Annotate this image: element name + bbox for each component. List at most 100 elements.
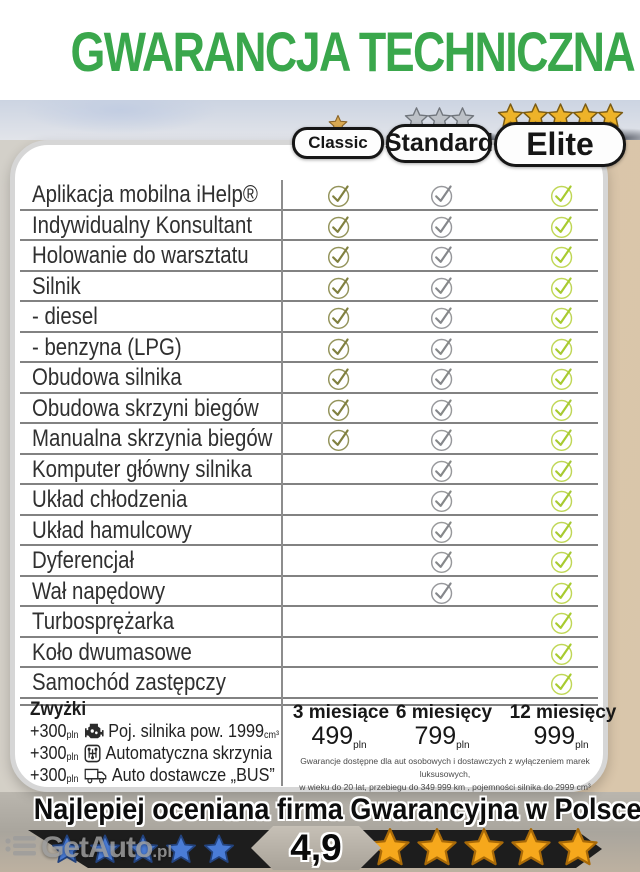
check-icon [430,459,453,482]
check-icon [430,276,453,299]
check-icon [550,185,573,208]
check-icon [550,398,573,421]
star-icon [464,828,504,866]
check-icon [430,581,453,604]
check-icon [327,307,350,330]
check-icon [430,490,453,513]
table-row: Układ hamulcowy [20,516,598,546]
check-icon [550,459,573,482]
check-icon [550,642,573,665]
surcharges-list: +300 pln Poj. silnika pow. 1999 cm³ +300 pln… [30,720,280,786]
feature-label: Samochód zastępczy [32,669,226,696]
surcharges-section: Zwyżki +300 pln Poj. silnika pow. 1999 cm³ … [30,699,280,786]
check-icon [430,185,453,208]
check-icon [550,673,573,696]
price-duration: 3 miesiące [292,702,390,723]
rating-stars-orange [369,826,604,868]
price-amount: 499pln [311,722,367,751]
star-icon [52,834,82,863]
plan-header-elite: Elite [494,102,626,167]
check-icon [430,215,453,238]
table-row: Obudowa silnika [20,363,598,394]
table-row: Turbosprężarka [20,607,598,638]
surcharge-unit: pln [66,751,79,763]
check-icon [430,398,453,421]
check-icon [327,185,350,208]
table-row: Holowanie do warsztatu [20,241,598,272]
price-column: 12 miesięcy 999pln [510,702,617,755]
check-icon [430,520,453,543]
surcharge-suffix: cm³ [264,729,280,741]
feature-label: Dyferencjał [32,547,135,574]
plan-pill-standard: Standard [385,124,493,163]
surcharge-amount: +300 [30,742,67,763]
feature-label: Holowanie do warsztatu [32,242,249,269]
feature-label: Aplikacja mobilna iHelp® [32,181,258,208]
check-icon [430,551,453,574]
surcharge-item: +300 pln Auto dostawcze „BUS” [30,764,275,786]
star-icon [128,834,158,863]
comparison-card [10,140,608,792]
feature-label: Układ chłodzenia [32,486,188,513]
plan-label: Elite [526,126,594,162]
table-row: Komputer główny silnika [20,455,598,485]
feature-label: Obudowa silnika [32,364,182,391]
check-icon [550,368,573,391]
star-icon [417,828,457,866]
check-icon [550,490,573,513]
feature-label: Manualna skrzynia biegów [32,425,273,452]
table-row: Silnik [20,272,598,302]
check-icon [327,368,350,391]
surcharge-item: +300 pln Automatyczna skrzynia [30,742,272,764]
check-icon [550,337,573,360]
star-icon [370,828,410,866]
feature-label: Turbosprężarka [32,608,175,635]
check-icon [550,307,573,330]
rating-badge: 4,9 [251,826,381,870]
check-icon [430,307,453,330]
plan-pill-classic: Classic [292,127,384,159]
watermark-text: GetAuto [41,831,153,864]
watermark: GetAuto .pl [4,831,172,865]
surcharge-label: Auto dostawcze „BUS” [111,764,275,785]
table-row: Indywidualny Konsultant [20,211,598,241]
rating-stars-blue [51,833,241,865]
plan-label: Classic [308,133,368,152]
page-title: GWARANCJA TECHNICZNA [70,20,635,83]
check-icon [327,337,350,360]
check-icon [430,246,453,269]
surcharge-amount: +300 [30,720,67,741]
feature-label: Układ hamulcowy [32,516,192,544]
surcharge-label: Automatyczna skrzynia [105,742,273,763]
feature-label: - benzyna (LPG) [32,333,182,361]
price-column: 6 miesięcy 799pln [396,702,492,755]
surcharge-amount: +300 [30,764,67,785]
table-row: Samochód zastępczy [20,668,598,699]
table-row: Manualna skrzynia biegów [20,424,598,455]
standard-stars [386,106,492,131]
check-icon [550,246,573,269]
rating-value: 4,9 [290,827,342,868]
check-icon [550,581,573,604]
check-icon [550,215,573,238]
check-icon [327,398,350,421]
watermark-suffix: .pl [152,842,173,861]
feature-table: Aplikacja mobilna iHelp® Indywidualny Ko… [20,180,598,699]
check-icon [327,215,350,238]
table-row: - diesel [20,302,598,333]
check-icon [327,429,350,452]
plan-header-standard: Standard [385,106,493,163]
star-icon [166,834,196,863]
star-icon [558,828,598,866]
check-icon [550,429,573,452]
check-icon [430,337,453,360]
check-icon [327,276,350,299]
star-icon [90,834,120,863]
price-duration: 6 miesięcy [395,702,493,723]
feature-label: Komputer główny silnika [32,455,252,483]
table-row: Koło dwumasowe [20,638,598,668]
feature-label: Koło dwumasowe [32,638,192,666]
plan-header-classic: Classic [292,114,384,159]
engine-icon [84,723,104,739]
